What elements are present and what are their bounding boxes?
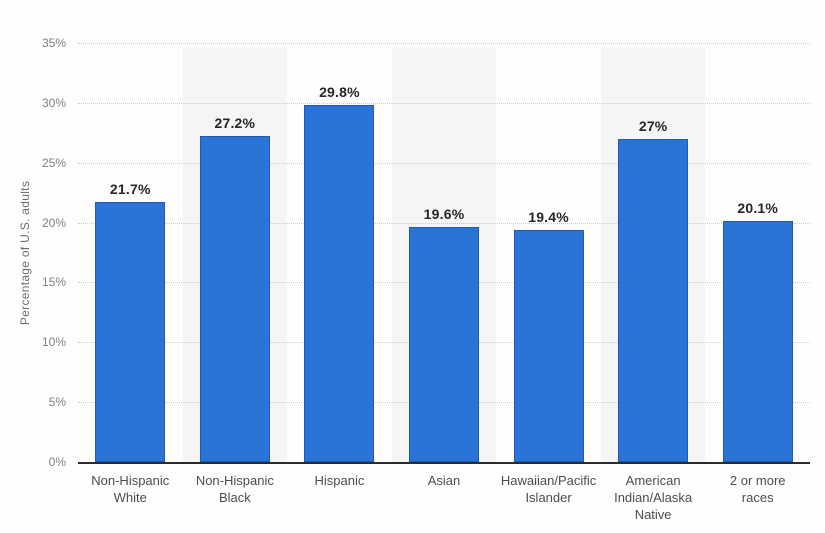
x-axis-label: Hawaiian/Pacific Islander <box>500 473 597 505</box>
bar[interactable] <box>409 227 479 462</box>
x-axis-label: American Indian/Alaska Native <box>614 473 693 522</box>
bar-value-label: 27.2% <box>214 115 256 132</box>
bar[interactable] <box>618 138 689 462</box>
y-tick-label: 15% <box>41 275 66 290</box>
bar-value-label: 21.7% <box>109 181 151 198</box>
bar-value-label: 27% <box>638 117 668 134</box>
x-axis-label: Non-Hispanic Black <box>195 473 274 505</box>
x-axis-label: Non-Hispanic White <box>91 473 170 505</box>
x-axis-label: Hispanic <box>314 473 365 488</box>
bar[interactable] <box>304 105 375 462</box>
gridline <box>78 102 810 104</box>
y-tick-label: 35% <box>41 36 66 50</box>
y-tick-label: 20% <box>41 215 66 230</box>
x-axis-line <box>78 462 810 464</box>
bar[interactable] <box>95 202 166 462</box>
bar[interactable] <box>722 221 793 462</box>
gridline <box>78 43 810 44</box>
bar-value-label: 19.4% <box>528 208 569 225</box>
y-tick-label: 5% <box>48 395 66 410</box>
gridline <box>78 222 810 224</box>
plot-area: 21.7% 27.2% 29.8% 19.6% 19.4% 27% 20.1% <box>78 43 810 462</box>
bar[interactable] <box>199 136 270 462</box>
bar[interactable] <box>513 229 584 462</box>
bar-value-label: 29.8% <box>319 84 360 101</box>
bar-value-label: 19.6% <box>423 206 465 223</box>
y-tick-label: 0% <box>48 455 66 469</box>
x-axis-label: 2 or more races <box>729 473 786 505</box>
y-tick-label: 10% <box>41 335 66 350</box>
bar-value-label: 20.1% <box>737 200 779 217</box>
y-axis-title-text: Percentage of U.S. adults <box>18 180 32 325</box>
y-tick-label: 25% <box>41 155 66 170</box>
y-tick-label: 30% <box>41 95 66 110</box>
x-axis-label: Asian <box>427 473 461 488</box>
gridline <box>78 162 810 164</box>
